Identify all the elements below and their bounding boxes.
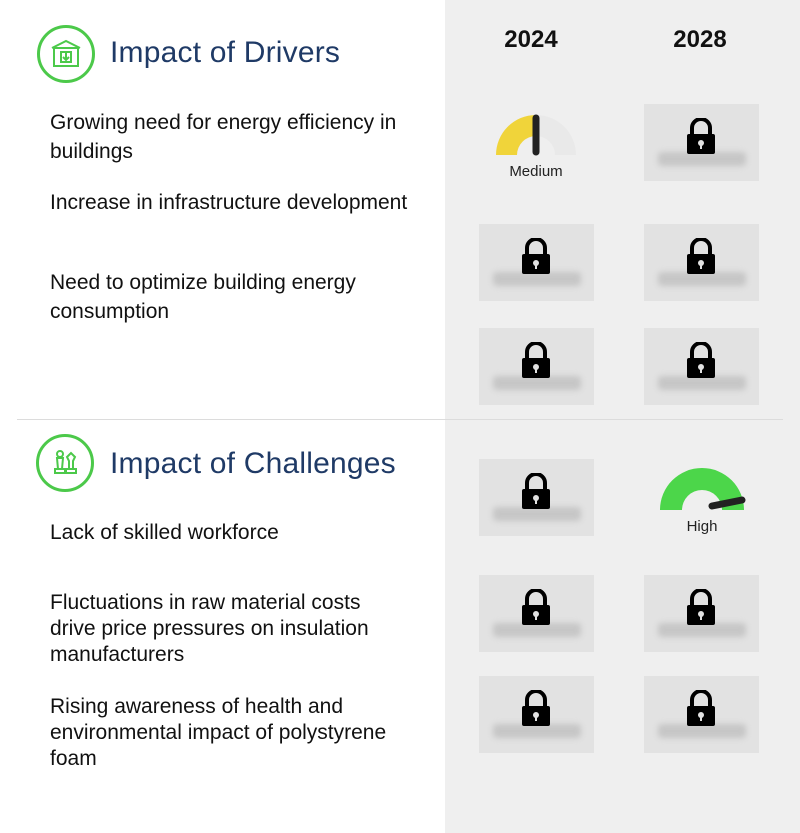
year-header-2024: 2024: [504, 26, 558, 53]
drivers-title: Impact of Drivers: [110, 36, 341, 69]
high-gauge: [658, 466, 746, 517]
lock-icon: [687, 118, 715, 154]
year-header-2028: 2028: [673, 26, 727, 53]
lock-icon: [687, 690, 715, 726]
lock-icon: [522, 342, 550, 378]
gauge-label-high: High: [686, 518, 718, 535]
medium-gauge: [493, 112, 579, 163]
locked-rating-cell[interactable]: [479, 575, 594, 652]
lock-icon: [687, 589, 715, 625]
locked-rating-cell[interactable]: [644, 224, 759, 301]
lock-icon: [687, 238, 715, 274]
driver-item: Increase in infrastructure development: [50, 191, 408, 214]
lock-icon: [522, 473, 550, 509]
locked-rating-cell[interactable]: [479, 328, 594, 405]
challenge-item: Fluctuations in raw material costs drive…: [50, 591, 369, 666]
challenge-item: Rising awareness of health and environme…: [50, 695, 387, 770]
locked-rating-cell[interactable]: [479, 224, 594, 301]
locked-rating-cell[interactable]: [479, 459, 594, 536]
lock-icon: [687, 342, 715, 378]
lock-icon: [522, 690, 550, 726]
section-divider: [17, 419, 783, 420]
locked-rating-cell[interactable]: [644, 676, 759, 753]
chess-pieces-icon: [36, 434, 94, 492]
lock-icon: [522, 589, 550, 625]
locked-rating-cell[interactable]: [644, 104, 759, 181]
locked-rating-cell[interactable]: [644, 328, 759, 405]
challenges-title: Impact of Challenges: [110, 447, 396, 480]
lock-icon: [522, 238, 550, 274]
locked-rating-cell[interactable]: [644, 575, 759, 652]
driver-item: Growing need for energy efficiency in bu…: [50, 111, 397, 163]
locked-rating-cell[interactable]: [479, 676, 594, 753]
driver-item: Need to optimize building energy consump…: [50, 271, 356, 323]
challenge-item: Lack of skilled workforce: [50, 521, 279, 544]
gauge-label-medium: Medium: [509, 163, 563, 180]
building-efficiency-icon: [37, 25, 95, 83]
